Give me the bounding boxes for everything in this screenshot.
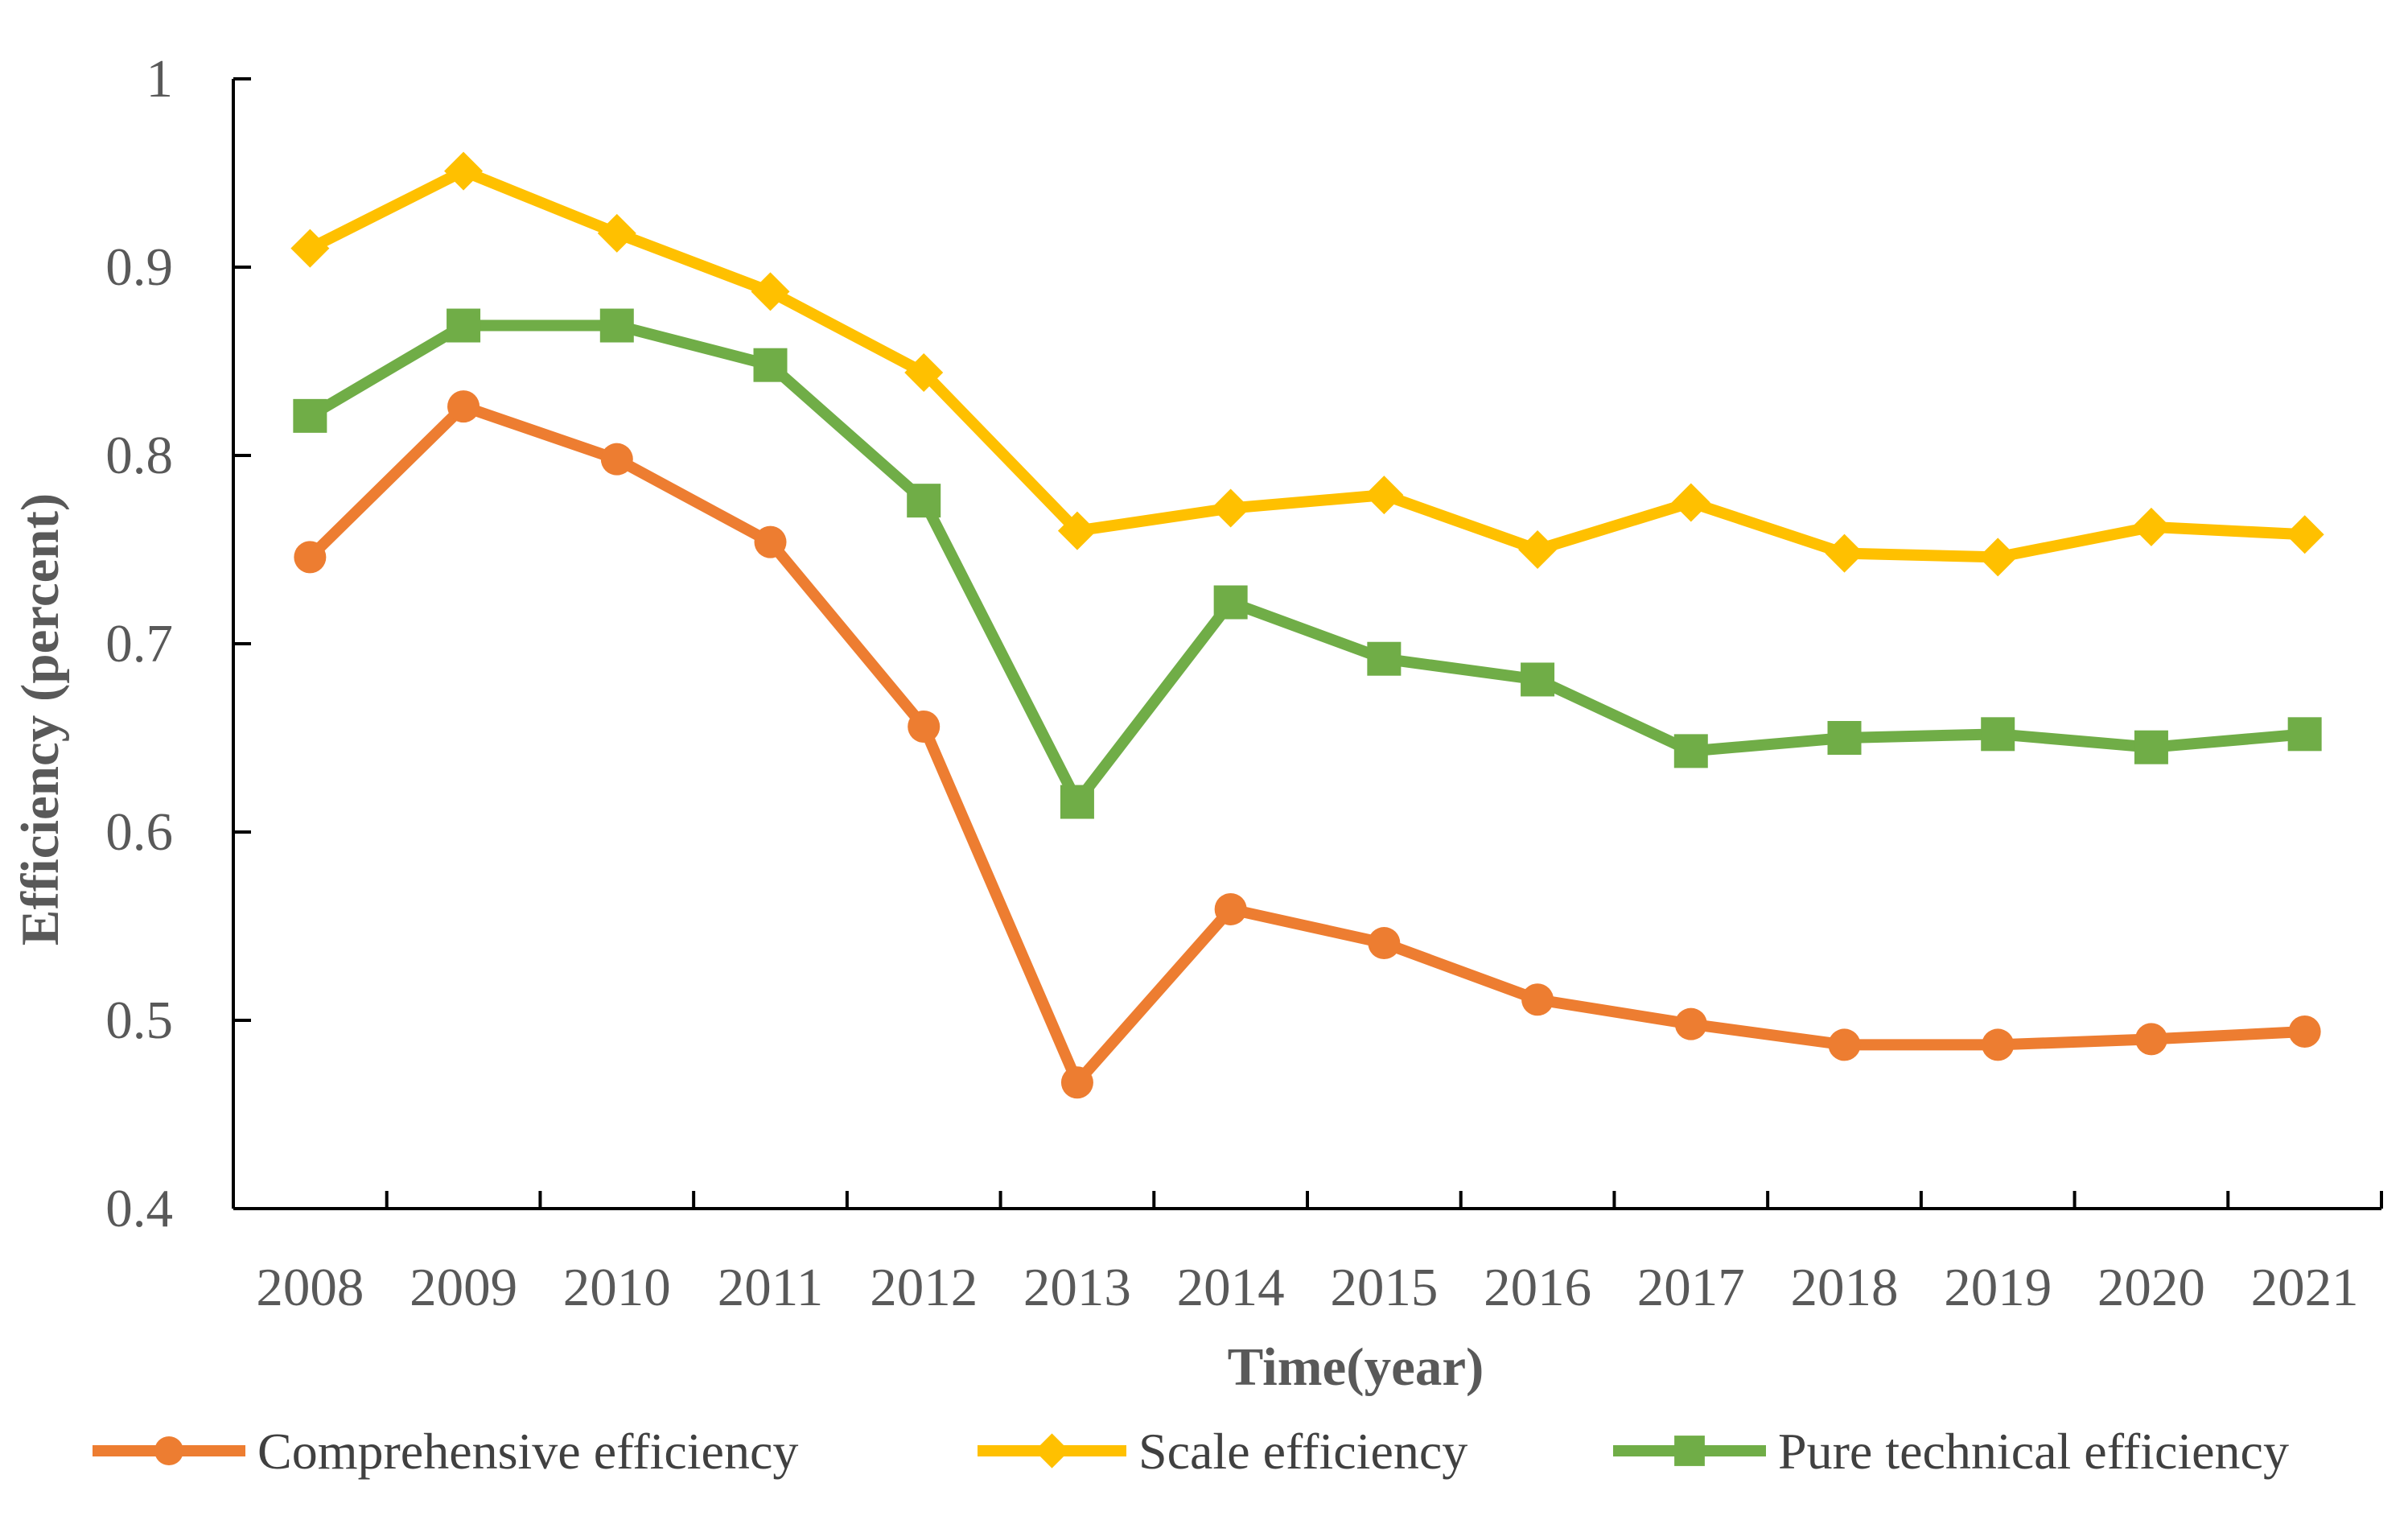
data-point (600, 443, 633, 476)
y-tick-label: 0.7 (105, 614, 173, 674)
y-tick-label: 0.4 (105, 1179, 173, 1238)
data-point (1521, 662, 1555, 697)
data-point (1213, 585, 1248, 620)
data-point (1060, 785, 1094, 819)
x-tick-label: 2018 (1791, 1258, 1899, 1317)
legend-marker (1674, 1436, 1705, 1466)
legend: Comprehensive efficiency Scale efficiency… (93, 1423, 2289, 1480)
y-tick-label: 0.9 (105, 237, 173, 297)
data-point (1673, 734, 1708, 768)
legend-item: Comprehensive efficiency (93, 1423, 798, 1480)
legend-label: Comprehensive efficiency (257, 1423, 798, 1480)
x-tick-label: 2020 (2097, 1258, 2205, 1317)
data-point (444, 151, 484, 191)
y-tick-label: 1 (146, 49, 174, 109)
x-tick-label: 2015 (1330, 1258, 1438, 1317)
axes (232, 77, 2383, 1210)
data-point (2134, 730, 2168, 764)
y-tick-label: 0.8 (105, 426, 173, 485)
x-tick-label: 2012 (870, 1258, 978, 1317)
x-tick-labels: 2008 2009 2010 2011 2012 2013 2014 2015 2016 2017… (256, 1258, 2358, 1317)
data-point (1982, 1028, 2015, 1061)
legend-label: Pure technical efficiency (1778, 1423, 2289, 1480)
x-tick-label: 2017 (1637, 1258, 1745, 1317)
data-point (2131, 507, 2171, 546)
data-point (447, 390, 480, 423)
data-point (2287, 717, 2322, 752)
series-layer (290, 151, 2324, 1099)
x-tick-label: 2011 (718, 1258, 824, 1317)
x-tick-label: 2021 (2251, 1258, 2359, 1317)
data-point (294, 541, 327, 574)
data-point (754, 525, 787, 558)
y-tick-labels: 0.4 0.5 0.6 0.7 0.8 0.9 1 (105, 49, 173, 1238)
data-point (1211, 488, 1250, 528)
data-point (1827, 721, 1862, 755)
data-point (290, 229, 330, 268)
data-point (907, 484, 941, 518)
data-point (1060, 1066, 1093, 1099)
data-point (751, 272, 790, 311)
data-point (753, 348, 788, 382)
legend-item: Scale efficiency (978, 1423, 1467, 1480)
data-point (1671, 483, 1710, 522)
series-comprehensive-efficiency (294, 390, 2321, 1099)
data-point (293, 398, 327, 433)
data-point (1368, 927, 1401, 960)
legend-item: Pure technical efficiency (1613, 1423, 2289, 1480)
data-point (1214, 892, 1247, 925)
x-tick-label: 2016 (1484, 1258, 1591, 1317)
legend-marker (154, 1436, 183, 1465)
data-point (1828, 1028, 1861, 1061)
data-point (2288, 1015, 2321, 1048)
x-tick-label: 2019 (1944, 1258, 2052, 1317)
data-point (1365, 476, 1404, 515)
data-point (1367, 641, 1402, 676)
data-point (1825, 533, 1864, 573)
series-scale-efficiency (290, 151, 2324, 577)
data-point (908, 710, 941, 743)
y-tick-label: 0.5 (105, 991, 173, 1050)
data-point (597, 213, 636, 253)
data-point (1674, 1007, 1707, 1040)
data-point (447, 308, 481, 343)
x-tick-label: 2014 (1177, 1258, 1285, 1317)
x-tick-label: 2010 (563, 1258, 671, 1317)
series-line (304, 319, 2311, 808)
series-line (304, 165, 2311, 563)
data-point (2285, 515, 2324, 554)
x-tick-label: 2009 (410, 1258, 517, 1317)
legend-label: Scale efficiency (1138, 1423, 1467, 1480)
series-pure-technical-efficiency (293, 308, 2322, 819)
data-point (2134, 1023, 2167, 1056)
x-axis-title: Time(year) (1228, 1337, 1484, 1397)
y-axis-title: Efficiency (percent) (10, 493, 70, 945)
data-point (1981, 717, 2015, 752)
series-line (304, 401, 2311, 1089)
data-point (1518, 530, 1558, 569)
legend-marker (1034, 1433, 1070, 1469)
x-tick-label: 2008 (256, 1258, 364, 1317)
data-point (599, 308, 634, 343)
data-point (1978, 538, 2018, 577)
data-point (1521, 983, 1554, 1016)
data-point (904, 353, 944, 393)
y-tick-label: 0.6 (105, 802, 173, 862)
data-point (1057, 511, 1097, 550)
x-tick-label: 2013 (1023, 1258, 1131, 1317)
